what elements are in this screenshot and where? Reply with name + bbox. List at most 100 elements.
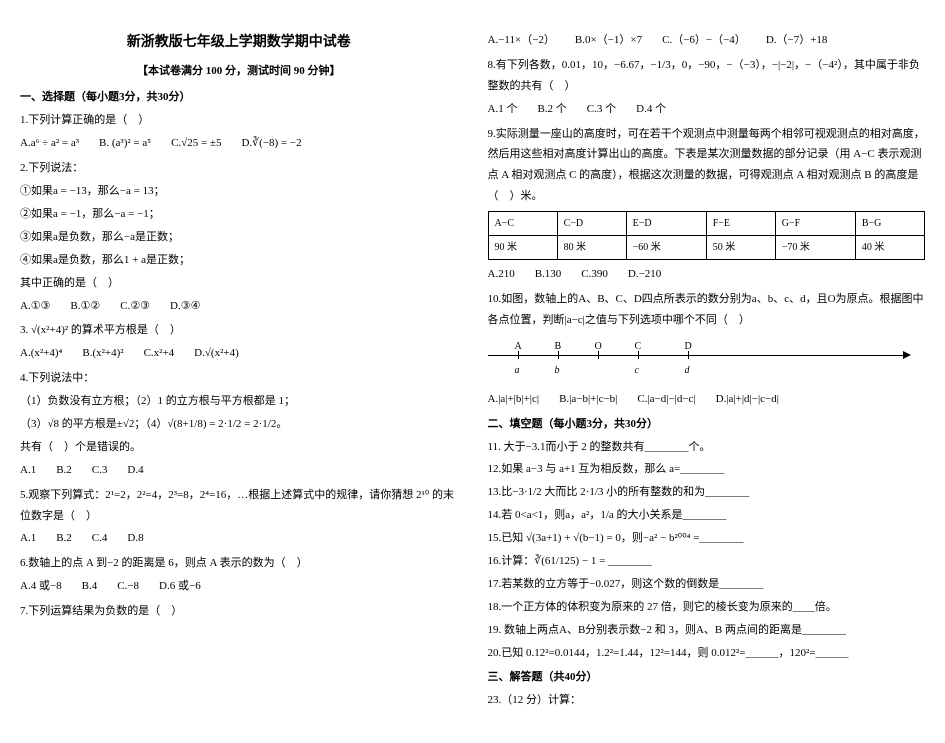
numline-label-bot: b	[555, 361, 560, 380]
number-line-diagram: AaBbOCcDd	[488, 337, 926, 387]
right-column: A.−11×（−2） B.0×（−1）×7 C.（−6）−（−4） D.（−7）…	[488, 30, 926, 713]
q19: 19. 数轴上两点A、B分别表示数−2 和 3，则A、B 两点间的距离是____…	[488, 620, 926, 641]
q16: 16.计算：∛(61/125) − 1 = ________	[488, 551, 926, 572]
q3-options: A.(x²+4)⁴ B.(x²+4)² C.x²+4 D.√(x²+4)	[20, 343, 458, 364]
q7-opt-d: D.（−7）+18	[766, 30, 828, 51]
q5-opt-b: B.2	[56, 528, 72, 549]
th-3: F−E	[706, 212, 775, 236]
q8-opt-b: B.2 个	[537, 99, 566, 120]
q4-opt-a: A.1	[20, 460, 36, 481]
q3-opt-b: B.(x²+4)²	[82, 343, 123, 364]
numline-label-top: B	[555, 337, 562, 356]
q9-table: A−C C−D E−D F−E G−F B−G 90 米 80 米 −60 米 …	[488, 211, 926, 260]
q2-opt-a: A.①③	[20, 296, 50, 317]
q7: 7.下列运算结果为负数的是（ ）	[20, 601, 458, 622]
th-5: B−G	[855, 212, 924, 236]
numline-label-bot: a	[515, 361, 520, 380]
q5-options: A.1 B.2 C.4 D.8	[20, 528, 458, 549]
q1-options: A.a⁶ ÷ a² = a³ B. (a³)² = a⁵ C.√25 = ±5 …	[20, 133, 458, 154]
q3: 3. √(x²+4)² 的算术平方根是（ ）	[20, 320, 458, 341]
q7-opt-a: A.−11×（−2）	[488, 30, 555, 51]
td-1: 80 米	[557, 236, 626, 260]
q2-line2: ②如果a = −1，那么−a = −1；	[20, 204, 458, 225]
q9-options: A.210 B.130 C.390 D.−210	[488, 264, 926, 285]
q2-line1: ①如果a = −13，那么−a = 13；	[20, 181, 458, 202]
left-column: 新浙教版七年级上学期数学期中试卷 【本试卷满分 100 分，测试时间 90 分钟…	[20, 30, 458, 713]
q4-tail: 共有（ ）个是错误的。	[20, 437, 458, 458]
th-4: G−F	[775, 212, 855, 236]
section-2-heading: 二、填空题（每小题3分，共30分）	[488, 414, 926, 435]
q3-opt-a: A.(x²+4)⁴	[20, 343, 62, 364]
q5-opt-a: A.1	[20, 528, 36, 549]
q4-opt-c: C.3	[92, 460, 108, 481]
q20: 20.已知 0.12²=0.0144，1.2²=1.44，12²=144，则 0…	[488, 643, 926, 664]
numline-axis	[488, 355, 906, 356]
q2-options: A.①③ B.①② C.②③ D.③④	[20, 296, 458, 317]
td-2: −60 米	[626, 236, 706, 260]
q2: 2.下列说法：	[20, 158, 458, 179]
table-header-row: A−C C−D E−D F−E G−F B−G	[488, 212, 925, 236]
th-1: C−D	[557, 212, 626, 236]
q8: 8.有下列各数，0.01，10，−6.67，−1/3，0，−90，−（−3），−…	[488, 55, 926, 97]
q9-opt-d: D.−210	[628, 264, 661, 285]
q13: 13.比−3·1/2 大而比 2·1/3 小的所有整数的和为________	[488, 482, 926, 503]
q9-opt-a: A.210	[488, 264, 515, 285]
q7-opt-b: B.0×（−1）×7	[575, 30, 642, 51]
q8-opt-c: C.3 个	[587, 99, 616, 120]
numline-label-top: A	[515, 337, 522, 356]
q4-opt-d: D.4	[127, 460, 143, 481]
q1: 1.下列计算正确的是（ ）	[20, 110, 458, 131]
q10-opt-b: B.|a−b|+|c−b|	[559, 389, 617, 410]
table-data-row: 90 米 80 米 −60 米 50 米 −70 米 40 米	[488, 236, 925, 260]
q3-opt-c: C.x²+4	[144, 343, 175, 364]
q9: 9.实际测量一座山的高度时，可在若干个观测点中测量每两个相邻可视观测点的相对高度…	[488, 124, 926, 208]
numline-label-top: O	[595, 337, 602, 356]
q5-opt-d: D.8	[127, 528, 143, 549]
exam-title: 新浙教版七年级上学期数学期中试卷	[20, 30, 458, 57]
q15: 15.已知 √(3a+1) + √(b−1) = 0，则−a² − b²⁰⁰⁴ …	[488, 528, 926, 549]
q4: 4.下列说法中：	[20, 368, 458, 389]
q6-opt-c: C.−8	[117, 576, 139, 597]
q23: 23.（12 分）计算：	[488, 690, 926, 711]
q6: 6.数轴上的点 A 到−2 的距离是 6，则点 A 表示的数为（ ）	[20, 553, 458, 574]
numline-label-bot: c	[635, 361, 639, 380]
q6-options: A.4 或−8 B.4 C.−8 D.6 或−6	[20, 576, 458, 597]
q9-opt-c: C.390	[581, 264, 608, 285]
q11: 11. 大于−3.1而小于 2 的整数共有________个。	[488, 437, 926, 458]
q18: 18.一个正方体的体积变为原来的 27 倍，则它的棱长变为原来的____倍。	[488, 597, 926, 618]
q10-opt-a: A.|a|+|b|+|c|	[488, 389, 540, 410]
q6-opt-d: D.6 或−6	[159, 576, 201, 597]
q6-opt-b: B.4	[82, 576, 98, 597]
td-4: −70 米	[775, 236, 855, 260]
q2-line3: ③如果a是负数，那么−a是正数；	[20, 227, 458, 248]
section-3-heading: 三、解答题（共40分）	[488, 667, 926, 688]
section-1-heading: 一、选择题（每小题3分，共30分）	[20, 87, 458, 108]
td-3: 50 米	[706, 236, 775, 260]
numline-label-top: C	[635, 337, 642, 356]
q5: 5.观察下列算式：2¹=2，2²=4，2³=8，2⁴=16，…根据上述算式中的规…	[20, 485, 458, 527]
numline-label-bot: d	[685, 361, 690, 380]
q7-options: A.−11×（−2） B.0×（−1）×7 C.（−6）−（−4） D.（−7）…	[488, 30, 926, 51]
q4-opt-b: B.2	[56, 460, 72, 481]
q14: 14.若 0<a<1，则a，a²，1/a 的大小关系是________	[488, 505, 926, 526]
td-5: 40 米	[855, 236, 924, 260]
q5-opt-c: C.4	[92, 528, 108, 549]
q8-opt-a: A.1 个	[488, 99, 518, 120]
q4-line1: （1）负数没有立方根；（2）1 的立方根与平方根都是 1；	[20, 391, 458, 412]
q9-opt-b: B.130	[535, 264, 562, 285]
th-0: A−C	[488, 212, 557, 236]
q8-opt-d: D.4 个	[636, 99, 666, 120]
q2-tail: 其中正确的是（ ）	[20, 273, 458, 294]
q1-opt-a: A.a⁶ ÷ a² = a³	[20, 133, 79, 154]
exam-subtitle: 【本试卷满分 100 分，测试时间 90 分钟】	[20, 61, 458, 82]
q3-opt-d: D.√(x²+4)	[194, 343, 239, 364]
q2-opt-d: D.③④	[170, 296, 200, 317]
q10-options: A.|a|+|b|+|c| B.|a−b|+|c−b| C.|a−d|−|d−c…	[488, 389, 926, 410]
q12: 12.如果 a−3 与 a+1 互为相反数，那么 a=________	[488, 459, 926, 480]
q6-opt-a: A.4 或−8	[20, 576, 62, 597]
q2-opt-c: C.②③	[120, 296, 150, 317]
q1-opt-d: D.∛(−8) = −2	[241, 133, 301, 154]
td-0: 90 米	[488, 236, 557, 260]
q2-line4: ④如果a是负数，那么1 + a是正数；	[20, 250, 458, 271]
q7-opt-c: C.（−6）−（−4）	[662, 30, 746, 51]
